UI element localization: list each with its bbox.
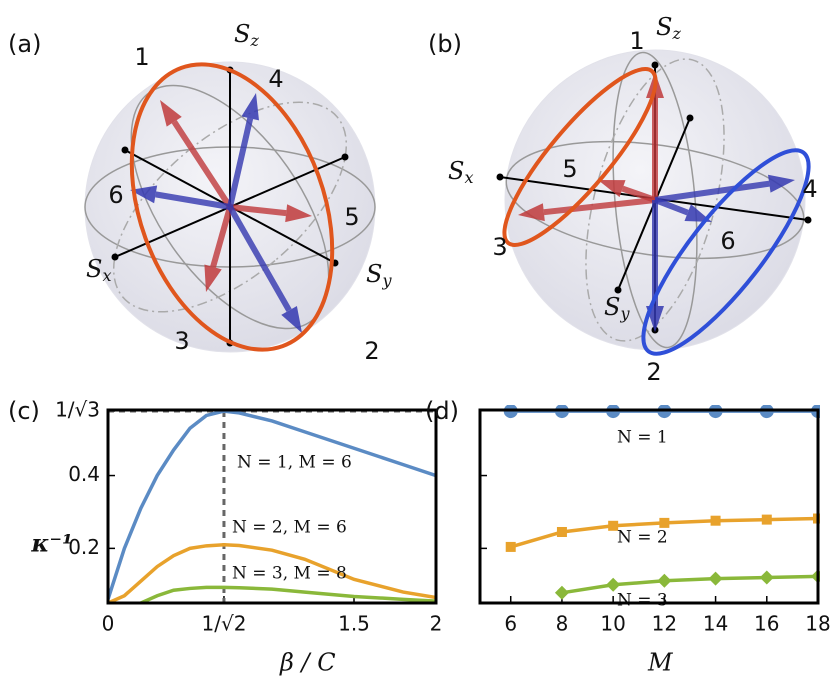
- marker: [708, 571, 723, 586]
- panel-label: (d): [425, 397, 459, 425]
- axis-label: Sy: [604, 293, 630, 323]
- marker: [759, 405, 774, 419]
- series-annotation: N = 2, M = 6: [232, 518, 347, 538]
- marker: [710, 515, 721, 526]
- x-tick-label: 0: [102, 612, 115, 636]
- marker: [761, 514, 772, 525]
- state-label: 3: [174, 327, 189, 355]
- state-label: 1: [134, 43, 149, 71]
- series-annotation: N = 3, M = 8: [232, 564, 347, 584]
- state-arrow-head: [281, 305, 302, 333]
- marker: [503, 405, 518, 419]
- state-label: 4: [268, 65, 283, 93]
- state-arrow-shaft: [227, 117, 254, 208]
- panel-label: (b): [428, 30, 462, 58]
- x-tick-label: 1/√2: [201, 612, 246, 636]
- marker: [606, 405, 621, 419]
- axis-label: Sx: [448, 157, 473, 187]
- state-label: 3: [492, 233, 507, 261]
- axis-label: Sz: [656, 13, 681, 43]
- series-annotation: N = 1, M = 6: [237, 453, 352, 473]
- series-annotation: N = 1: [617, 428, 668, 448]
- marker: [708, 405, 723, 419]
- state-arrow-head: [767, 174, 795, 193]
- state-label: 6: [108, 181, 123, 209]
- marker: [657, 405, 672, 419]
- charts: (c) 0 1/√2 1.5 2 0.2 0.4 1/√3 N = 1, M = 6 N = 2,…: [8, 397, 830, 677]
- x-axis-label: M: [647, 649, 674, 677]
- x-tick-label: 18: [805, 612, 830, 636]
- plot-frame: [106, 408, 438, 605]
- plot-frame: [478, 408, 820, 605]
- x-tick-label: 1.5: [338, 612, 370, 636]
- state-arrow-shaft: [543, 197, 656, 216]
- y-axis-label: κ⁻¹: [30, 529, 72, 558]
- series-annotation: N = 2: [617, 528, 668, 548]
- state-label: 4: [802, 175, 817, 203]
- state-arrow-shaft: [155, 191, 231, 210]
- marker: [759, 570, 774, 585]
- state-label: 2: [364, 337, 379, 365]
- state-arrow-shaft: [654, 180, 770, 203]
- state-arrow-head: [598, 180, 626, 198]
- panel-label: (a): [8, 30, 41, 58]
- sphere-b: [496, 49, 812, 356]
- state-arrow-head: [285, 204, 312, 223]
- state-arrow-head: [518, 203, 545, 222]
- state-arrow-shaft: [653, 197, 689, 216]
- marker: [554, 585, 569, 600]
- x-tick-label: 16: [754, 612, 779, 636]
- state-arrow-head: [160, 100, 182, 127]
- marker: [657, 573, 672, 588]
- marker: [659, 517, 670, 528]
- state-label: 1: [629, 27, 644, 55]
- chart: (c) 0 1/√2 1.5 2 0.2 0.4 1/√3 N = 1, M = 6 N = 2,…: [8, 397, 442, 677]
- series-line: [108, 410, 436, 600]
- x-axis-label: β / C: [279, 649, 336, 677]
- x-tick-label: 12: [652, 612, 677, 636]
- x-tick-label: 2: [430, 612, 443, 636]
- axis-label: Sx: [86, 255, 111, 285]
- state-arrow-shaft: [171, 120, 233, 209]
- plot-area: [108, 410, 436, 603]
- series-annotation: N = 3: [617, 591, 668, 611]
- marker: [606, 577, 621, 592]
- series-line: [561, 574, 819, 595]
- y-tick-label: 0.4: [68, 462, 100, 486]
- state-arrow-head: [204, 264, 222, 292]
- state-label: 5: [344, 203, 359, 231]
- marker: [554, 405, 569, 419]
- state-arrow-head: [241, 93, 259, 121]
- state-arrow-shaft: [210, 206, 233, 268]
- x-tick-label: 10: [600, 612, 625, 636]
- series-line: [108, 542, 436, 603]
- sphere-a: [84, 61, 376, 353]
- marker: [556, 526, 567, 537]
- chart: (d) 6 8 10 12 14 16 18 N = 1 N = 2 N = 3 M: [425, 397, 830, 677]
- x-tick-label: 14: [703, 612, 728, 636]
- x-tick-label: 6: [504, 612, 517, 636]
- y-tick-label: 1/√3: [55, 397, 100, 421]
- state-label: 5: [562, 155, 577, 183]
- state-arrow-head: [130, 185, 158, 204]
- state-label: 2: [646, 358, 661, 386]
- axis-label: Sz: [234, 20, 259, 50]
- x-tick-label: 8: [556, 612, 569, 636]
- state-label: 6: [720, 227, 735, 255]
- marker: [505, 541, 516, 552]
- state-arrow-shaft: [227, 205, 292, 312]
- axis-label: Sy: [366, 260, 392, 290]
- state-arrow-shaft: [229, 204, 287, 217]
- marker: [608, 520, 619, 531]
- panel-label: (c): [8, 397, 40, 425]
- y-tick-label: 0.2: [68, 535, 100, 559]
